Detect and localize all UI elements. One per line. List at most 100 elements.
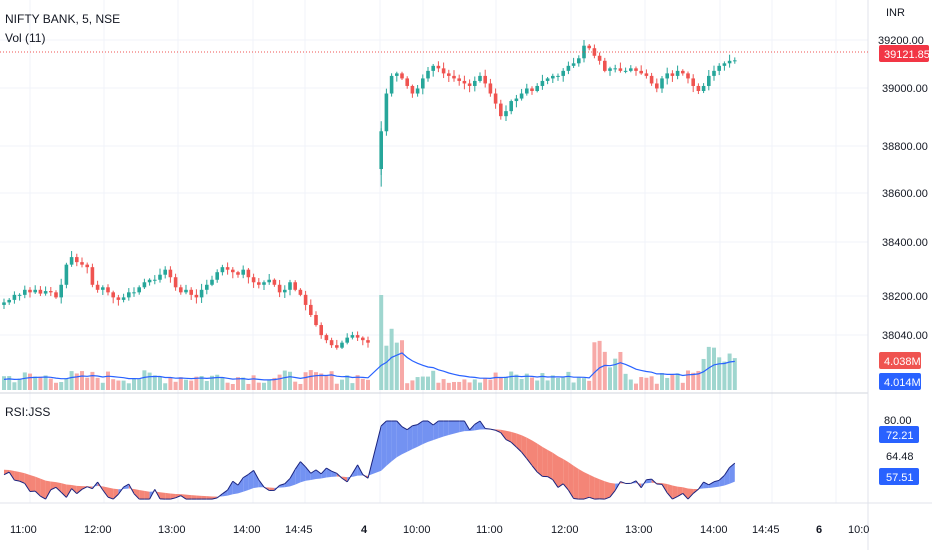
candle (499, 104, 503, 117)
candle (437, 66, 441, 69)
candle (650, 76, 654, 84)
price-pane[interactable] (2, 40, 736, 350)
candle (671, 73, 675, 76)
volume-bar (12, 382, 16, 390)
volume-bar (304, 372, 308, 390)
candle (267, 280, 271, 283)
volume-bar (416, 377, 420, 390)
volume-bar (728, 354, 732, 390)
candle (44, 291, 48, 294)
candle (624, 71, 628, 72)
candle (489, 83, 493, 93)
candle (457, 78, 461, 81)
time-tick: 14:00 (233, 524, 261, 536)
rsi-pane[interactable] (4, 421, 735, 499)
rsi-band-segment (165, 493, 170, 499)
candle (717, 66, 721, 71)
rsi-band-segment (412, 425, 417, 450)
volume-bar (7, 376, 11, 390)
candle (681, 71, 685, 74)
volume-bar (262, 383, 266, 390)
rsi-band-segment (418, 421, 423, 447)
rsi-band-segment (40, 479, 45, 499)
candle (117, 297, 121, 300)
rsi-band-segment (548, 450, 553, 480)
time-tick: 11:00 (476, 524, 503, 536)
volume-bar (421, 377, 425, 390)
volume-bar (655, 384, 659, 390)
candle (546, 78, 550, 81)
rsi-band-segment (160, 492, 165, 499)
time-tick: 14:00 (700, 524, 728, 536)
rsi-band-segment (600, 479, 605, 499)
volume-bar (676, 373, 680, 390)
volume-bar (189, 381, 193, 390)
time-tick: 12:00 (551, 524, 579, 536)
volume-bar (142, 370, 146, 390)
candle (587, 46, 591, 49)
volume-bar (504, 377, 508, 390)
candle (174, 277, 178, 287)
volume-bar (127, 383, 131, 390)
candle (148, 280, 152, 283)
candle (49, 291, 53, 292)
symbol-title[interactable]: NIFTY BANK, 5, NSE (5, 12, 120, 26)
candle (158, 275, 162, 280)
volume-bar (686, 370, 690, 390)
candle (273, 280, 277, 285)
candle (535, 86, 539, 91)
volume-bar (556, 378, 560, 390)
candle (226, 267, 230, 270)
candle (567, 66, 571, 71)
candle (541, 81, 545, 86)
candle (262, 282, 266, 285)
candle (660, 78, 664, 88)
candle (619, 68, 623, 71)
volume-bar (717, 357, 721, 390)
price-tick: 38800.00 (882, 141, 928, 153)
rsi-band-segment (579, 469, 584, 499)
candle (411, 86, 415, 94)
candle (504, 111, 508, 116)
volume-bar (670, 374, 674, 390)
rsi-line (485, 429, 490, 430)
candle (561, 71, 565, 76)
rsi-band-segment (610, 483, 615, 497)
volume-bar (681, 383, 685, 390)
candle (70, 257, 74, 265)
volume-bar (712, 348, 716, 390)
volume-bar (75, 373, 79, 390)
candle (463, 81, 467, 84)
candle (400, 73, 404, 78)
candle (468, 83, 472, 86)
candle (278, 285, 282, 293)
rsi-line (574, 498, 579, 499)
rsi-band-segment (30, 475, 35, 491)
volume-bar (478, 383, 482, 390)
candle (509, 101, 513, 111)
volume-bar (520, 379, 524, 390)
volume-bar (345, 375, 349, 390)
volume-bar (335, 384, 339, 390)
candle (288, 282, 292, 290)
candle (452, 76, 456, 79)
volume-bar (288, 372, 292, 390)
volume-bar (220, 377, 224, 390)
candle (96, 285, 100, 290)
price-tick: 38600.00 (882, 188, 928, 200)
last-price-label: 39121.85 (884, 49, 930, 61)
candle (613, 68, 617, 69)
volume-bar (629, 380, 633, 390)
rsi-band-segment (438, 421, 443, 438)
time-tick: 10:00 (403, 524, 431, 536)
time-tick: 13:00 (158, 524, 186, 536)
candle (351, 335, 355, 338)
candle (442, 68, 446, 73)
candle (361, 338, 365, 341)
rsi-indicator-label[interactable]: RSI:JSS (5, 405, 50, 419)
candle (473, 81, 477, 86)
candle (366, 340, 370, 343)
volume-indicator-label[interactable]: Vol (11) (5, 31, 45, 45)
